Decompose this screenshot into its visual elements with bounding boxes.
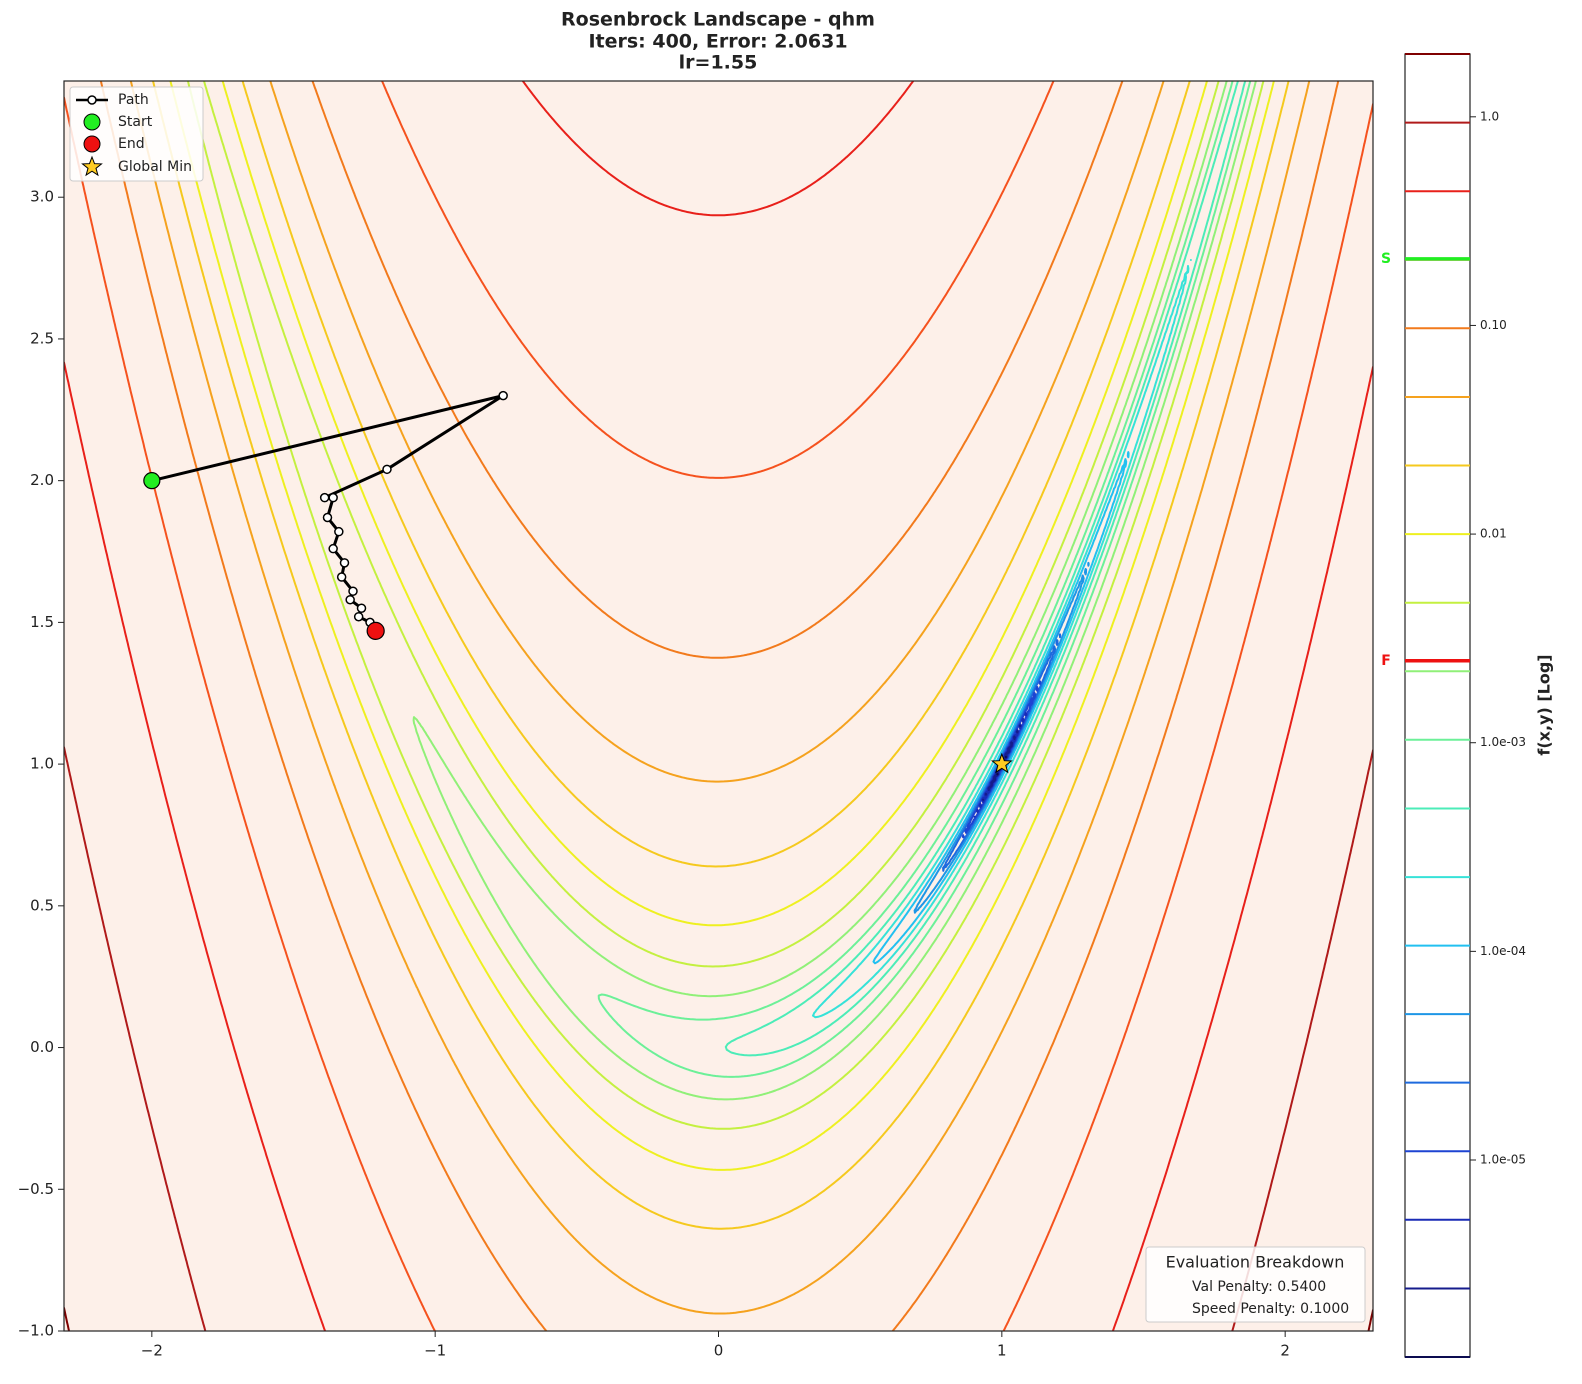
path-point xyxy=(348,586,358,596)
x-tick-label: 1 xyxy=(997,1342,1007,1360)
contour-layer xyxy=(64,81,1373,1331)
end-marker xyxy=(366,621,385,640)
y-tick-label: 1.5 xyxy=(30,613,54,631)
path-point xyxy=(328,492,338,503)
path-point xyxy=(328,543,338,554)
colorbar-tick-label: 1.0e-03 xyxy=(1480,735,1526,749)
path-point xyxy=(336,572,347,582)
path-point xyxy=(353,611,364,622)
y-tick-label: 1.0 xyxy=(30,755,54,773)
legend xyxy=(69,86,204,182)
legend-label: End xyxy=(118,136,145,152)
colorbar-tick-label: 1.0 xyxy=(1480,109,1499,123)
x-tick-label: −1 xyxy=(424,1342,446,1360)
annotation-title: Evaluation Breakdown xyxy=(1166,1253,1345,1272)
y-tick-label: 0.0 xyxy=(30,1038,54,1056)
contour-line xyxy=(169,81,1275,1171)
y-tick-label: −1.0 xyxy=(18,1322,54,1340)
contour-line xyxy=(812,259,1192,1019)
legend-marker xyxy=(83,113,101,131)
colorbar-tick-label: 1.0e-04 xyxy=(1480,944,1526,958)
legend-label: Path xyxy=(118,92,149,108)
contour-line xyxy=(872,451,1130,965)
contour-line xyxy=(152,81,1290,1230)
legend-marker xyxy=(83,135,101,153)
colorbar-label: f(x,y) [Log] xyxy=(1535,654,1554,755)
colorbar-frame xyxy=(1404,53,1471,1358)
contour-line xyxy=(64,81,1373,1331)
path-point xyxy=(382,464,392,475)
x-tick-label: −2 xyxy=(141,1342,163,1360)
start-marker xyxy=(143,472,161,490)
start-level-label: S xyxy=(1381,251,1391,267)
path-point xyxy=(319,492,330,503)
contour-line xyxy=(129,81,1311,1315)
global-min-marker xyxy=(990,752,1013,774)
contour-line xyxy=(412,81,1257,1101)
y-tick-label: 0.5 xyxy=(30,896,54,914)
contour-line xyxy=(64,81,1373,1331)
chart-title: Iters: 400, Error: 2.0631 xyxy=(588,31,847,53)
annotation-line: Speed Penalty: 0.1000 xyxy=(1192,1301,1349,1317)
y-tick-label: 3.0 xyxy=(30,188,54,206)
overlay-layer xyxy=(143,390,1013,774)
y-tick-label: 2.0 xyxy=(30,471,54,489)
y-tick-label: −0.5 xyxy=(18,1180,54,1198)
path-point xyxy=(356,603,367,613)
colorbar-tick-label: 1.0e-05 xyxy=(1480,1152,1526,1166)
contour-line xyxy=(187,81,1265,1130)
contour-line xyxy=(724,81,1247,1057)
colorbar-tick-label: 0.01 xyxy=(1480,527,1507,541)
legend-label: Start xyxy=(118,114,153,130)
contour-line xyxy=(99,81,1340,1331)
legend-marker xyxy=(87,95,97,105)
contour-line xyxy=(597,81,1252,1078)
y-tick-label: 2.5 xyxy=(30,329,54,347)
annotation-line: Val Penalty: 0.5400 xyxy=(1192,1279,1326,1295)
path-point xyxy=(345,594,355,605)
legend-marker xyxy=(81,155,103,177)
path-point xyxy=(498,390,508,401)
x-tick-label: 2 xyxy=(1280,1342,1290,1360)
chart-title: lr=1.55 xyxy=(679,52,758,74)
colorbar-tick-label: 0.10 xyxy=(1480,318,1507,332)
path-point xyxy=(322,512,333,523)
contour-line xyxy=(64,746,1373,1331)
path-point xyxy=(334,526,344,537)
legend-label: Global Min xyxy=(118,159,192,175)
end-level-label: F xyxy=(1381,653,1391,669)
path-point xyxy=(339,558,350,568)
x-tick-label: 0 xyxy=(714,1342,724,1360)
annotation-box xyxy=(1145,1246,1366,1323)
chart-title: Rosenbrock Landscape - qhm xyxy=(561,9,875,31)
